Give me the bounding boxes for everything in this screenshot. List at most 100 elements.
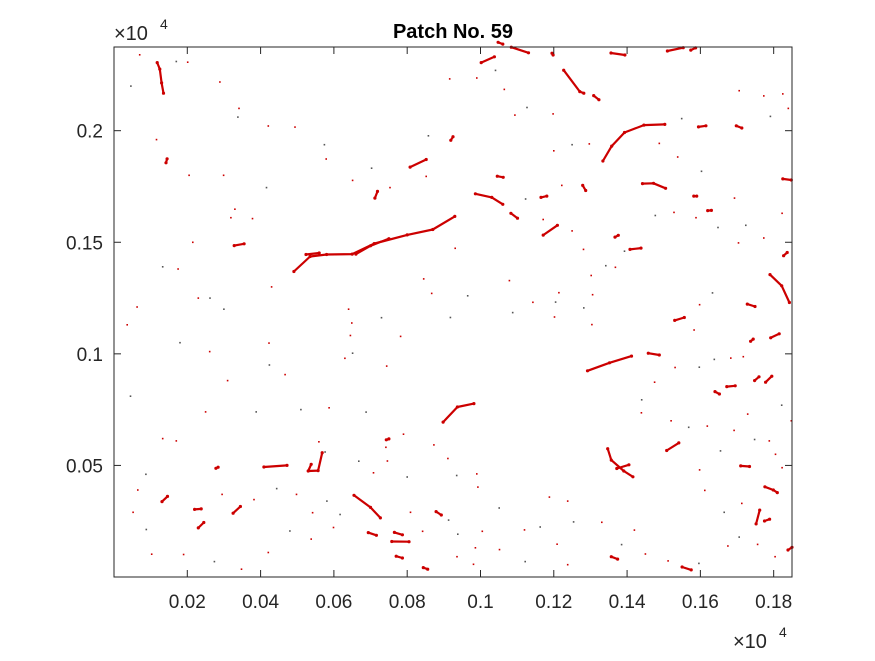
speck-179 bbox=[775, 454, 777, 456]
speck-10 bbox=[271, 286, 273, 288]
feature-point-57-1 bbox=[401, 533, 404, 536]
y-tick-label-2: 0.15 bbox=[66, 233, 103, 254]
feature-point-54-1 bbox=[369, 506, 372, 509]
speck-131 bbox=[774, 556, 776, 558]
feature-point-34-0 bbox=[673, 319, 676, 322]
feature-point-49-1 bbox=[610, 459, 613, 462]
speck-26 bbox=[403, 433, 405, 435]
feature-point-1-0 bbox=[354, 253, 357, 256]
feature-point-50-1 bbox=[627, 463, 630, 466]
feature-point-27-0 bbox=[539, 196, 542, 199]
speck-110 bbox=[743, 356, 745, 358]
speck-163 bbox=[162, 438, 164, 440]
speck-165 bbox=[130, 395, 132, 397]
speck-77 bbox=[325, 158, 327, 160]
feature-point-53-1 bbox=[772, 488, 775, 491]
feature-point-3-1 bbox=[158, 68, 161, 71]
speck-135 bbox=[621, 544, 623, 546]
speck-104 bbox=[788, 108, 790, 110]
speck-105 bbox=[712, 292, 714, 294]
feature-point-25-1 bbox=[490, 196, 493, 199]
feature-point-2-1 bbox=[318, 251, 321, 254]
feature-point-43-1 bbox=[718, 392, 721, 395]
feature-point-64-0 bbox=[755, 522, 758, 525]
speck-29 bbox=[447, 458, 449, 460]
feature-point-34-1 bbox=[683, 316, 686, 319]
speck-184 bbox=[312, 512, 314, 514]
speck-20 bbox=[351, 322, 353, 324]
speck-113 bbox=[654, 381, 656, 383]
feature-point-47-1 bbox=[285, 464, 288, 467]
speck-35 bbox=[475, 547, 477, 549]
speck-15 bbox=[324, 451, 326, 453]
speck-96 bbox=[701, 171, 703, 173]
feature-point-41-0 bbox=[764, 381, 767, 384]
feature-point-69-1 bbox=[243, 242, 246, 245]
feature-point-23-0 bbox=[781, 177, 784, 180]
feature-point-59-1 bbox=[401, 556, 404, 559]
speck-134 bbox=[645, 553, 647, 555]
feature-point-54-2 bbox=[379, 516, 382, 519]
feature-point-14-1 bbox=[623, 53, 626, 56]
feature-point-17-4 bbox=[663, 123, 666, 126]
feature-point-31-0 bbox=[628, 248, 631, 251]
speck-41 bbox=[423, 278, 425, 280]
speck-17 bbox=[350, 335, 352, 337]
feature-point-58-1 bbox=[426, 568, 429, 571]
speck-175 bbox=[205, 411, 207, 413]
speck-38 bbox=[456, 556, 458, 558]
speck-132 bbox=[698, 563, 700, 565]
feature-point-20-0 bbox=[641, 182, 644, 185]
speck-44 bbox=[509, 280, 511, 282]
feature-point-62-1 bbox=[200, 507, 203, 510]
speck-55 bbox=[583, 249, 585, 251]
speck-125 bbox=[704, 490, 706, 492]
speck-146 bbox=[482, 531, 484, 533]
speck-63 bbox=[571, 144, 573, 146]
feature-point-14-0 bbox=[609, 51, 612, 54]
feature-point-4-1 bbox=[166, 157, 169, 160]
feature-point-60-1 bbox=[202, 521, 205, 524]
speck-94 bbox=[781, 213, 783, 215]
speck-152 bbox=[310, 538, 312, 540]
feature-point-63-1 bbox=[166, 495, 169, 498]
feature-point-59-0 bbox=[395, 555, 398, 558]
speck-76 bbox=[352, 180, 354, 182]
feature-point-61-0 bbox=[232, 512, 235, 515]
x-tick-label-7: 0.16 bbox=[682, 592, 719, 613]
speck-164 bbox=[176, 440, 178, 442]
speck-122 bbox=[747, 413, 749, 415]
y-multiplier-exponent: 4 bbox=[160, 16, 168, 32]
speck-133 bbox=[667, 560, 669, 562]
speck-40 bbox=[431, 293, 433, 295]
feature-point-67-0 bbox=[681, 565, 684, 568]
feature-point-1-1 bbox=[369, 244, 372, 247]
speck-91 bbox=[738, 242, 740, 244]
feature-point-30-0 bbox=[613, 236, 616, 239]
speck-89 bbox=[695, 217, 697, 219]
speck-123 bbox=[720, 450, 722, 452]
feature-point-6-1 bbox=[425, 158, 428, 161]
speck-46 bbox=[532, 302, 534, 304]
speck-98 bbox=[659, 143, 661, 145]
speck-86 bbox=[234, 208, 236, 210]
speck-109 bbox=[730, 357, 732, 359]
feature-point-68-1 bbox=[616, 558, 619, 561]
feature-point-2-0 bbox=[304, 253, 307, 256]
feature-point-54-0 bbox=[352, 494, 355, 497]
feature-point-60-0 bbox=[197, 526, 200, 529]
speck-23 bbox=[386, 365, 388, 367]
feature-point-29-1 bbox=[556, 224, 559, 227]
speck-18 bbox=[352, 352, 354, 354]
speck-75 bbox=[371, 167, 373, 169]
speck-32 bbox=[477, 486, 479, 488]
feature-point-56-1 bbox=[407, 540, 410, 543]
speck-187 bbox=[253, 499, 255, 501]
feature-point-46-1 bbox=[307, 469, 310, 472]
feature-point-16-0 bbox=[689, 49, 692, 52]
speck-140 bbox=[549, 496, 551, 498]
feature-point-53-2 bbox=[776, 491, 779, 494]
feature-point-5-1 bbox=[376, 190, 379, 193]
feature-point-29-0 bbox=[542, 234, 545, 237]
